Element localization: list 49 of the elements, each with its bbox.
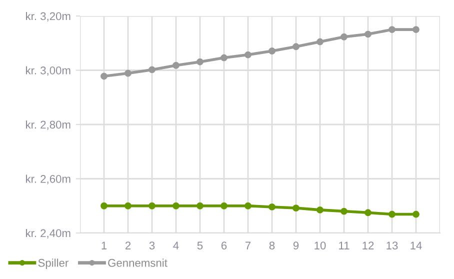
- point: [292, 43, 300, 50]
- x-tick-label: 9: [293, 242, 299, 250]
- x-tick-label: 4: [173, 242, 179, 250]
- x-tick-label: 7: [245, 242, 251, 250]
- x-tick-label: 14: [410, 242, 422, 250]
- point: [412, 210, 420, 218]
- point: [124, 70, 132, 77]
- x-tick-label: 11: [339, 242, 350, 250]
- y-tick-label: kr. 3,00m: [26, 66, 70, 76]
- y-tick-label: kr. 2,60m: [26, 174, 70, 184]
- y-tick-label: kr. 2,80m: [26, 120, 70, 130]
- y-tick-label: kr. 3,20m: [26, 12, 70, 22]
- point: [292, 204, 300, 212]
- x-tick-label: 10: [314, 242, 326, 250]
- x-tick-label: 2: [125, 242, 131, 250]
- point: [100, 202, 108, 210]
- point: [388, 210, 396, 218]
- point: [388, 26, 396, 34]
- point: [316, 38, 324, 46]
- point: [244, 51, 252, 58]
- y-tick-label: kr. 2,40m: [26, 228, 70, 238]
- x-tick-label: 13: [386, 242, 398, 250]
- point: [196, 58, 204, 66]
- point: [340, 33, 348, 40]
- point: [172, 202, 180, 210]
- x-tick-label: 3: [149, 242, 155, 250]
- point: [148, 66, 156, 74]
- x-tick-label: 12: [362, 242, 374, 250]
- point: [196, 202, 204, 210]
- point: [340, 208, 348, 215]
- legend-label: Spiller: [38, 258, 68, 269]
- point: [268, 48, 276, 54]
- point: [244, 202, 252, 210]
- point: [268, 203, 276, 210]
- point: [148, 202, 156, 210]
- point: [172, 62, 180, 69]
- point: [412, 26, 420, 34]
- x-tick-label: 1: [102, 242, 107, 250]
- point: [220, 54, 228, 62]
- x-tick-label: 8: [269, 242, 275, 250]
- point: [364, 30, 372, 38]
- x-tick-label: 6: [221, 242, 227, 250]
- point: [100, 72, 108, 80]
- x-tick-label: 5: [197, 242, 203, 250]
- point: [220, 202, 228, 210]
- point: [124, 202, 132, 210]
- point: [364, 209, 372, 216]
- point: [316, 206, 324, 214]
- legend-label: Gennemsnit: [108, 258, 168, 267]
